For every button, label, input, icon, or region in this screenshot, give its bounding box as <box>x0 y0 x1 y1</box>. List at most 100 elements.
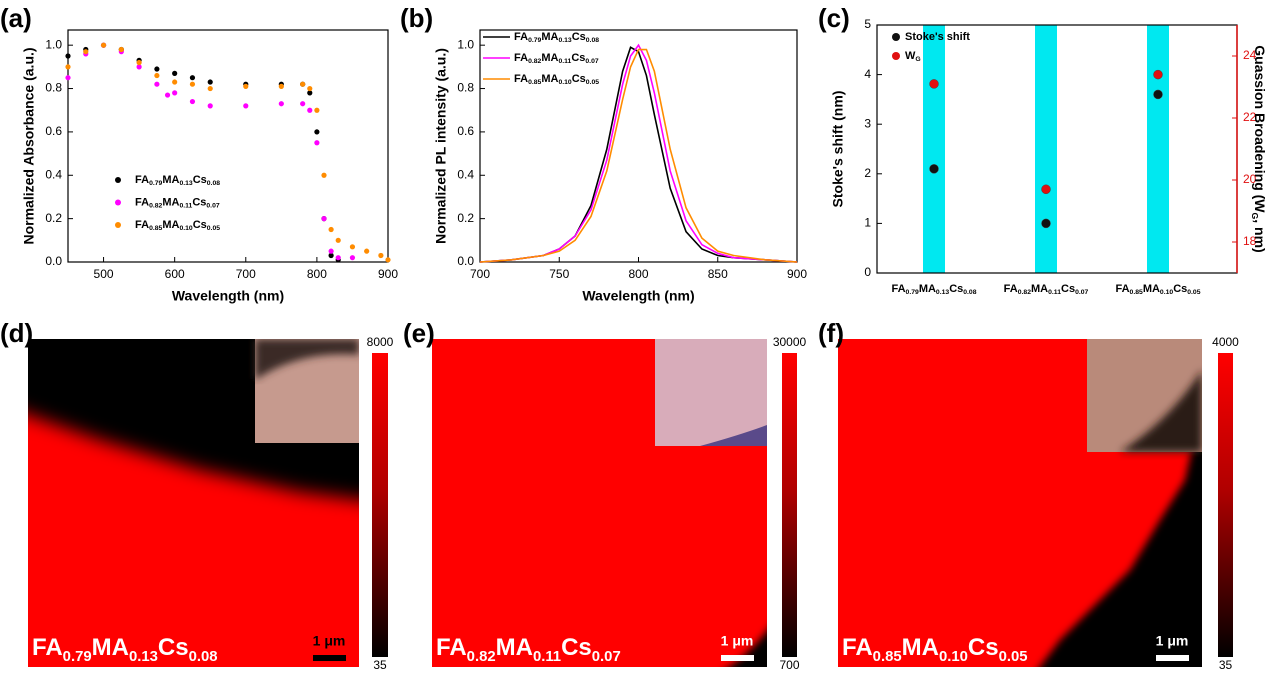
data-point <box>335 255 341 261</box>
y-tick-label: 5 <box>864 17 871 31</box>
data-point <box>154 81 160 87</box>
y-tick-label: 0.0 <box>457 254 474 268</box>
data-point <box>1153 89 1163 100</box>
data-point <box>136 64 142 70</box>
panel-label: (c) <box>818 3 850 33</box>
map-e <box>432 339 767 667</box>
legend-marker <box>115 222 121 228</box>
y-tick-label: 4 <box>864 67 871 81</box>
panel-label: (d) <box>0 318 33 348</box>
x-tick-label: FA0.79MA0.13Cs0.08 <box>891 283 976 296</box>
x-axis-label: Wavelength (nm) <box>172 288 284 304</box>
data-point <box>189 81 196 87</box>
colorbar-min: 35 <box>1219 658 1233 672</box>
data-point <box>335 237 341 243</box>
data-point <box>100 42 107 48</box>
panel-label: (a) <box>0 3 32 33</box>
y-tick-label: 0.8 <box>45 81 62 95</box>
data-point <box>172 90 178 96</box>
data-point <box>83 49 89 55</box>
colorbar <box>782 353 797 657</box>
y-axis-label: Normalized PL intensity (a.u.) <box>433 48 449 244</box>
data-point <box>328 252 334 259</box>
x-tick-label: FA0.82MA0.11Cs0.07 <box>1004 283 1089 296</box>
panel-label: (b) <box>400 3 433 33</box>
data-point <box>65 75 71 81</box>
legend-marker <box>115 199 121 206</box>
x-tick-label: 600 <box>165 267 185 281</box>
x-tick-label: 500 <box>94 267 114 281</box>
x-tick-label: 900 <box>787 267 807 281</box>
data-point <box>929 79 939 89</box>
data-point <box>385 257 391 263</box>
y-tick-label: 0.8 <box>457 81 474 95</box>
colorbar <box>372 353 388 657</box>
colorbar-min: 700 <box>779 658 799 672</box>
y-tick-label: 0.4 <box>45 167 62 181</box>
data-line <box>479 48 798 263</box>
panel-label: (f) <box>818 318 844 348</box>
data-point <box>207 103 213 109</box>
data-point <box>321 172 327 178</box>
y-tick-label: 0 <box>864 265 871 279</box>
scale-bar <box>721 655 754 661</box>
data-point <box>1041 218 1051 229</box>
y-tick-label: 1 <box>864 216 871 230</box>
legend-label: WG <box>905 50 921 63</box>
x-tick-label: 800 <box>628 267 648 281</box>
y-tick-label: 0.2 <box>457 211 474 225</box>
x-tick-label: 750 <box>549 267 569 281</box>
data-point <box>154 72 160 79</box>
x-tick-label: 900 <box>378 267 398 281</box>
data-point <box>189 75 196 81</box>
data-point <box>65 53 71 59</box>
x-tick-label: 800 <box>307 267 327 281</box>
y-tick-label: 1.0 <box>45 37 62 51</box>
colorbar <box>1218 353 1233 657</box>
y-tick-label: 0.0 <box>45 254 62 268</box>
y-tick-label: 1.0 <box>457 37 474 51</box>
legend-label: FA0.82MA0.11Cs0.07 <box>514 52 599 65</box>
data-point <box>164 92 171 98</box>
x-tick-label: 700 <box>470 267 490 281</box>
data-point <box>1153 69 1163 80</box>
y2-tick-label: 18 <box>1243 234 1257 248</box>
legend-marker <box>892 52 900 60</box>
sample-label: FA0.85MA0.10Cs0.05 <box>842 634 1028 665</box>
data-point <box>328 248 334 254</box>
cyan-bands <box>923 25 1169 273</box>
y2-axis-label: Guassion Broadening (WG, nm) <box>1250 45 1267 252</box>
sample-label: FA0.79MA0.13Cs0.08 <box>32 634 218 665</box>
legend-label: FA0.82MA0.11Cs0.07 <box>135 196 220 209</box>
scale-bar-label: 1 μm <box>313 633 346 649</box>
sample-label: FA0.82MA0.11Cs0.07 <box>436 634 621 665</box>
legend-label: Stoke's shift <box>905 31 970 43</box>
data-point <box>328 226 334 233</box>
legend-marker <box>892 33 900 41</box>
y2-tick-label: 20 <box>1243 172 1257 186</box>
y-tick-label: 0.6 <box>457 124 474 138</box>
colorbar-max: 30000 <box>773 335 807 349</box>
data-point <box>189 98 196 105</box>
legend-label: FA0.79MA0.13Cs0.08 <box>135 174 220 187</box>
data-point <box>243 83 249 89</box>
data-point <box>349 244 356 250</box>
y-tick-label: 2 <box>864 166 871 180</box>
scale-bar <box>1156 655 1189 661</box>
data-point <box>349 255 356 261</box>
y-axis-label: Normalized Absorbance (a.u.) <box>21 47 37 244</box>
map-d <box>28 339 359 667</box>
colorbar-max: 4000 <box>1212 335 1239 349</box>
panel-label: (e) <box>403 318 435 348</box>
y-tick-label: 0.6 <box>45 124 62 138</box>
data-point <box>278 83 284 89</box>
data-point <box>314 140 320 146</box>
data-point <box>207 85 213 92</box>
data-point <box>172 70 178 76</box>
scale-bar-label: 1 μm <box>721 633 754 649</box>
data-point <box>314 107 320 113</box>
x-axis-label: Wavelength (nm) <box>582 288 694 304</box>
y-axis-label: Stoke's shift (nm) <box>830 91 846 208</box>
data-point <box>321 216 327 222</box>
